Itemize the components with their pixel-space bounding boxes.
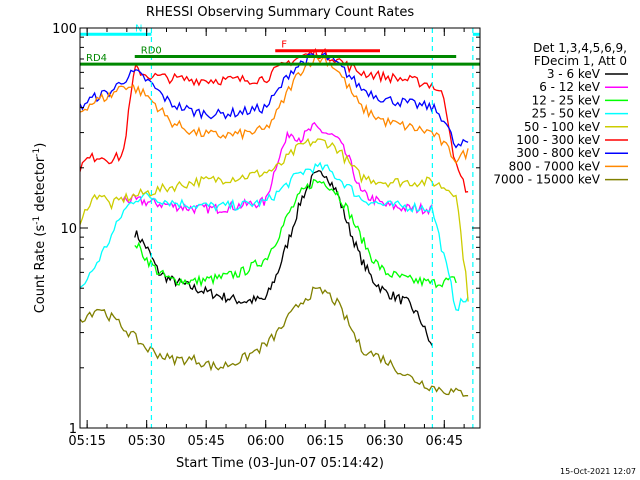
flag-label-3: RD4 — [86, 53, 107, 64]
x-tick-label-6: 06:45 — [426, 434, 463, 449]
series-line-0 — [134, 169, 433, 347]
y-tick-label-0: 1 — [69, 422, 77, 437]
legend-entry-0: 3 - 6 keV — [547, 67, 601, 81]
x-tick-label-3: 06:00 — [247, 434, 284, 449]
y-tick-label-2: 100 — [52, 22, 77, 37]
timestamp: 15-Oct-2021 12:07 — [560, 467, 636, 476]
y-axis-label-sup2: -1 — [32, 148, 42, 157]
legend-entry-7: 800 - 7000 keV — [509, 159, 601, 173]
plot-inner — [80, 28, 480, 428]
chart-title: RHESSI Observing Summary Count Rates — [146, 5, 415, 20]
legend-header-1: FDecim 1, Att 0 — [534, 54, 627, 68]
series-line-6 — [80, 52, 469, 149]
series-line-4 — [80, 137, 469, 302]
legend-entry-8: 7000 - 15000 keV — [493, 173, 600, 187]
y-axis-label-part2: detector — [33, 156, 48, 216]
x-tick-label-0: 05:15 — [68, 434, 105, 449]
x-tick-label-4: 06:15 — [307, 434, 344, 449]
legend-entry-6: 300 - 800 keV — [516, 146, 600, 160]
legend-entry-4: 50 - 100 keV — [524, 120, 601, 134]
x-axis-label: Start Time (03-Jun-07 05:14:42) — [176, 456, 384, 471]
y-axis-label: Count Rate (s-1 detector-1) — [32, 143, 48, 314]
y-tick-label-1: 10 — [60, 222, 77, 237]
series-line-2 — [134, 178, 457, 289]
axes: 05:15 05:30 05:45 06:00 06:15 06:30 06:45 1 10 10… — [52, 22, 481, 449]
x-tick-label-2: 05:45 — [187, 434, 224, 449]
series-line-7 — [80, 53, 469, 165]
series-line-8 — [80, 286, 469, 397]
flag-label-0: N — [135, 23, 142, 34]
flag-label-2: RD0 — [141, 46, 162, 57]
series-line-5 — [80, 47, 469, 193]
legend-entry-1: 6 - 12 keV — [539, 80, 601, 94]
flag-label-1: F — [281, 40, 287, 51]
y-axis-label-part3: ) — [33, 143, 48, 148]
legend-entry-3: 25 - 50 keV — [532, 107, 601, 121]
x-tick-label-5: 06:30 — [366, 434, 403, 449]
y-axis-label-part1: Count Rate (s — [33, 225, 48, 314]
legend-entry-2: 12 - 25 keV — [532, 93, 601, 107]
legend-entry-5: 100 - 300 keV — [516, 133, 600, 147]
legend: Det 1,3,4,5,6,9,FDecim 1, Att 03 - 6 keV… — [493, 41, 628, 187]
x-tick-label-1: 05:30 — [128, 434, 165, 449]
legend-header-0: Det 1,3,4,5,6,9, — [533, 41, 627, 55]
y-axis-label-sup1: -1 — [32, 216, 42, 225]
plot-area: N F RD0 RD4 — [80, 23, 480, 428]
